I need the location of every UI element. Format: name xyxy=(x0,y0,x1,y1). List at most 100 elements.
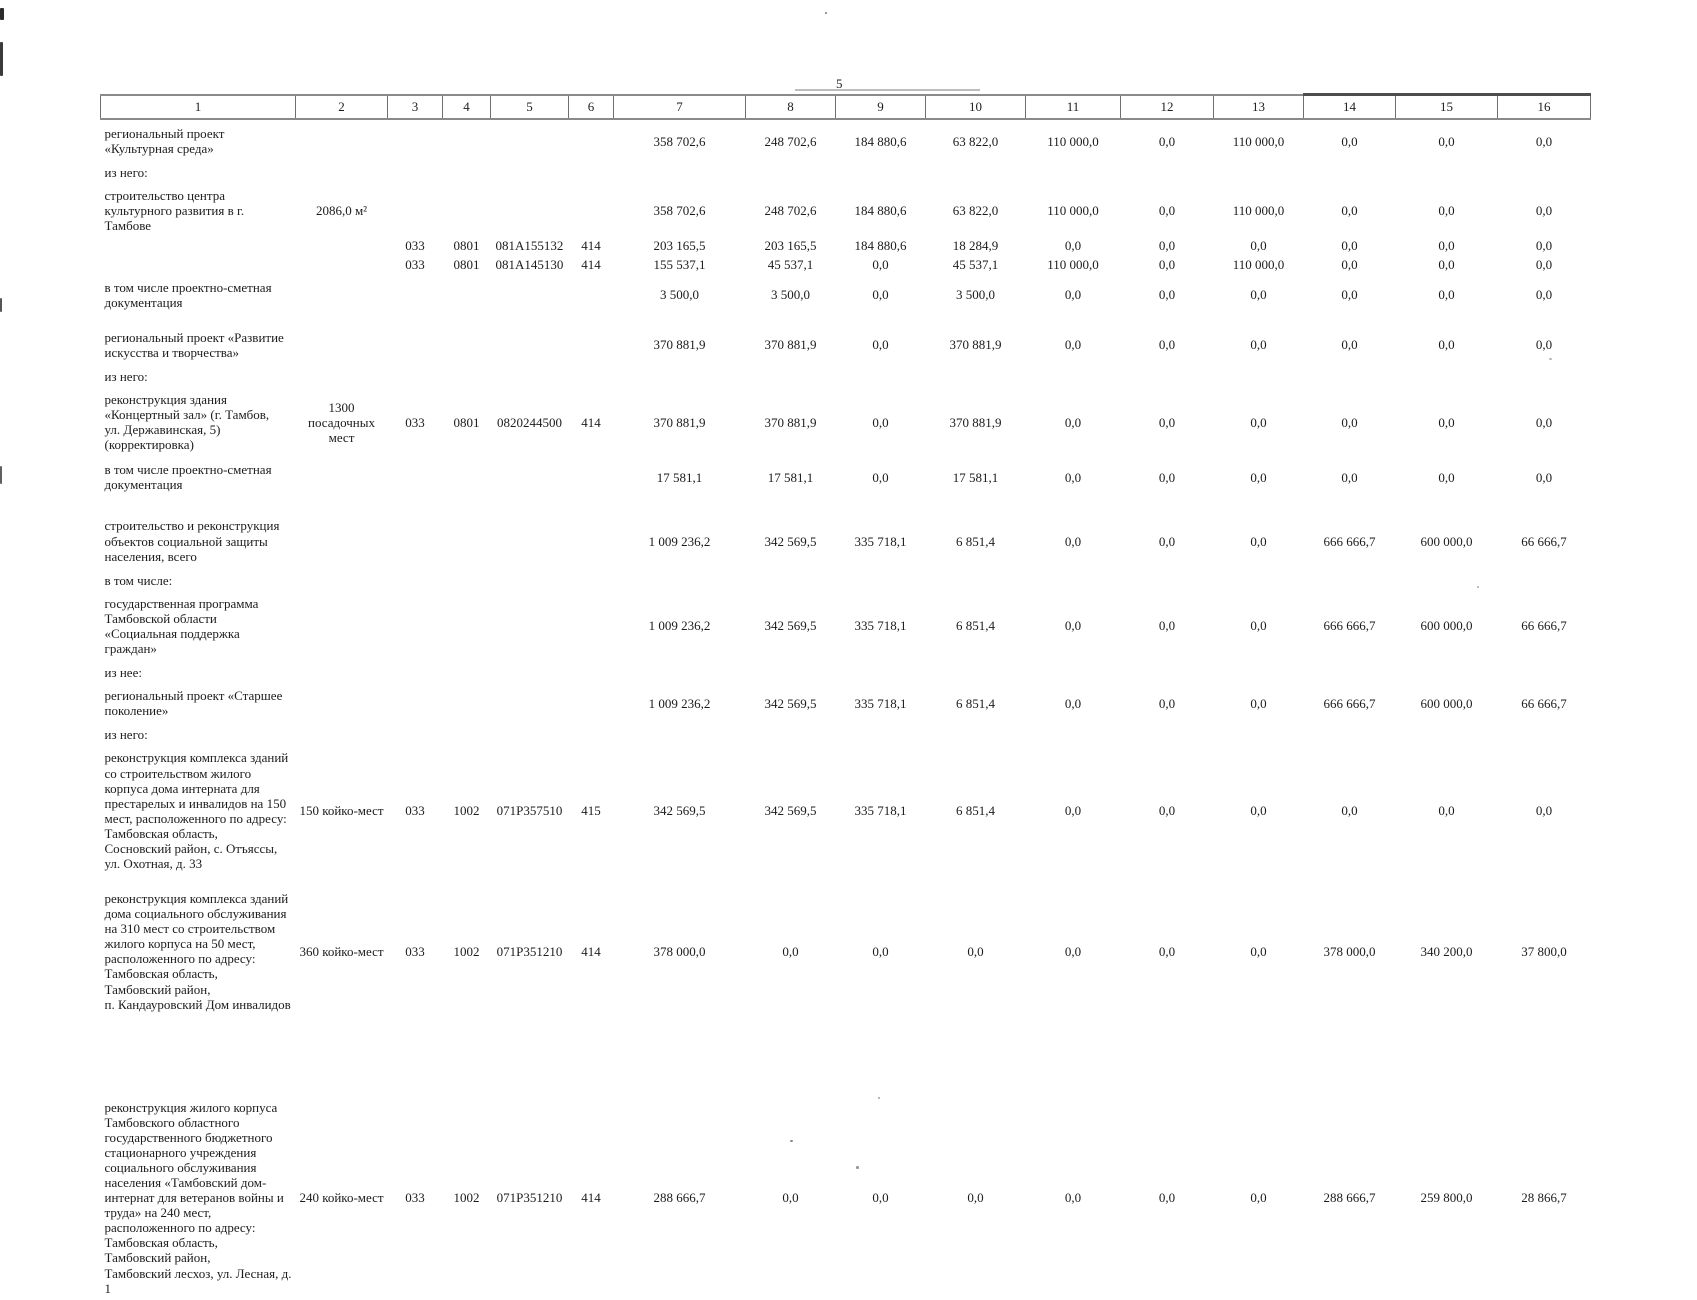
value-cell xyxy=(614,660,746,682)
value-cell: 0,0 xyxy=(1341,414,1358,430)
value-cell xyxy=(746,722,836,744)
value-cell xyxy=(296,314,388,364)
value-cell: 1 009 236,2 xyxy=(648,695,711,711)
scan-artifact xyxy=(825,12,827,14)
value-cell: 184 880,6 xyxy=(854,133,907,149)
value-cell xyxy=(1304,722,1396,744)
value-cell xyxy=(443,314,491,364)
value-cell xyxy=(388,119,443,160)
value-cell: 342 569,5 xyxy=(764,695,817,711)
value-cell: 0,0 xyxy=(872,943,889,959)
value-cell: 0,0 xyxy=(1341,287,1358,303)
value-cell xyxy=(1214,660,1304,682)
value-cell xyxy=(296,274,388,314)
row-title-cell: реконструкция здания «Концертный зал» (г… xyxy=(104,392,270,453)
value-cell: 184 880,6 xyxy=(854,203,907,219)
scan-line-artifact xyxy=(795,89,980,91)
value-cell xyxy=(491,364,569,386)
row-title-cell: из нее: xyxy=(104,665,142,681)
value-cell xyxy=(443,119,491,160)
value-cell xyxy=(491,496,569,567)
value-cell xyxy=(491,119,569,160)
value-cell: 0,0 xyxy=(1535,414,1553,430)
value-cell xyxy=(1396,722,1498,744)
value-cell: 0,0 xyxy=(1158,256,1176,272)
value-cell: 63 822,0 xyxy=(952,133,999,149)
value-cell: 033 xyxy=(405,238,425,254)
column-header-6: 6 xyxy=(568,93,614,120)
table-row: из него: xyxy=(101,160,1591,182)
table-row: государственная программа Тамбовской обл… xyxy=(101,590,1591,660)
value-cell: 0,0 xyxy=(1064,1190,1082,1206)
value-cell xyxy=(296,119,388,160)
value-cell: 081A155132 xyxy=(495,238,564,254)
value-cell: 071P351210 xyxy=(496,943,563,959)
value-cell: 0,0 xyxy=(1535,203,1553,219)
value-cell xyxy=(614,722,746,744)
value-cell: 071P351210 xyxy=(496,1190,563,1206)
value-cell: 3 500,0 xyxy=(956,287,995,303)
value-cell: 28 866,7 xyxy=(1521,1190,1567,1206)
scan-artifact xyxy=(0,298,2,312)
row-title-cell: из него: xyxy=(104,368,148,384)
column-header-4: 4 xyxy=(442,93,491,120)
value-cell: 6 851,4 xyxy=(956,618,995,634)
column-header-9: 9 xyxy=(835,93,926,120)
value-cell xyxy=(569,660,614,682)
value-cell: 415 xyxy=(581,803,601,819)
value-cell: 0,0 xyxy=(1158,803,1176,819)
row-title-cell: строительство и реконструкция объектов с… xyxy=(104,518,280,564)
value-cell xyxy=(569,590,614,660)
value-cell: 0,0 xyxy=(1438,256,1455,272)
value-cell xyxy=(443,722,491,744)
value-cell xyxy=(1121,660,1214,682)
value-cell: 0,0 xyxy=(1064,943,1082,959)
value-cell: 17 581,1 xyxy=(656,469,703,485)
column-header-2: 2 xyxy=(295,93,388,120)
value-cell xyxy=(1498,568,1591,590)
value-cell xyxy=(836,364,926,386)
value-cell xyxy=(836,160,926,182)
value-cell: 0,0 xyxy=(967,943,984,959)
value-cell: 0,0 xyxy=(1438,803,1455,819)
row-title-cell: региональный проект «Развитие искусства … xyxy=(104,329,284,360)
value-cell xyxy=(388,682,443,722)
table-row: в том числе проектно-сметная документаци… xyxy=(101,274,1591,314)
table-row: из нее: xyxy=(101,660,1591,682)
value-cell: 335 718,1 xyxy=(854,618,907,634)
value-cell: 0,0 xyxy=(1064,618,1082,634)
value-cell xyxy=(746,660,836,682)
value-cell: 0,0 xyxy=(1158,943,1176,959)
value-cell: 110 000,0 xyxy=(1047,256,1099,272)
column-header-3: 3 xyxy=(387,93,443,120)
value-cell xyxy=(1498,160,1591,182)
value-cell xyxy=(569,182,614,237)
value-cell: 1 009 236,2 xyxy=(648,618,711,634)
value-cell: 0,0 xyxy=(1438,238,1455,254)
row-title-cell: государственная программа Тамбовской обл… xyxy=(104,595,259,657)
value-cell xyxy=(1214,364,1304,386)
value-cell: 240 койко-мест xyxy=(299,1190,384,1206)
value-cell: 0,0 xyxy=(1250,803,1267,819)
value-cell xyxy=(569,274,614,314)
value-cell xyxy=(491,314,569,364)
value-cell xyxy=(836,568,926,590)
value-cell: 0,0 xyxy=(1341,337,1358,353)
column-header-15: 15 xyxy=(1395,93,1498,120)
value-cell: 0,0 xyxy=(1438,337,1455,353)
value-cell xyxy=(1396,660,1498,682)
value-cell xyxy=(1304,568,1396,590)
value-cell xyxy=(1026,568,1121,590)
value-cell xyxy=(1214,722,1304,744)
value-cell: 666 666,7 xyxy=(1323,533,1376,549)
value-cell xyxy=(388,274,443,314)
value-cell: 335 718,1 xyxy=(854,803,907,819)
value-cell: 414 xyxy=(581,414,601,430)
table-row: региональный проект «Развитие искусства … xyxy=(101,314,1591,364)
value-cell xyxy=(388,314,443,364)
value-cell: 203 165,5 xyxy=(764,238,817,254)
value-cell: 259 800,0 xyxy=(1420,1190,1473,1206)
value-cell: 0,0 xyxy=(1535,337,1553,353)
value-cell: 0,0 xyxy=(1064,238,1082,254)
value-cell: 0,0 xyxy=(1064,414,1082,430)
